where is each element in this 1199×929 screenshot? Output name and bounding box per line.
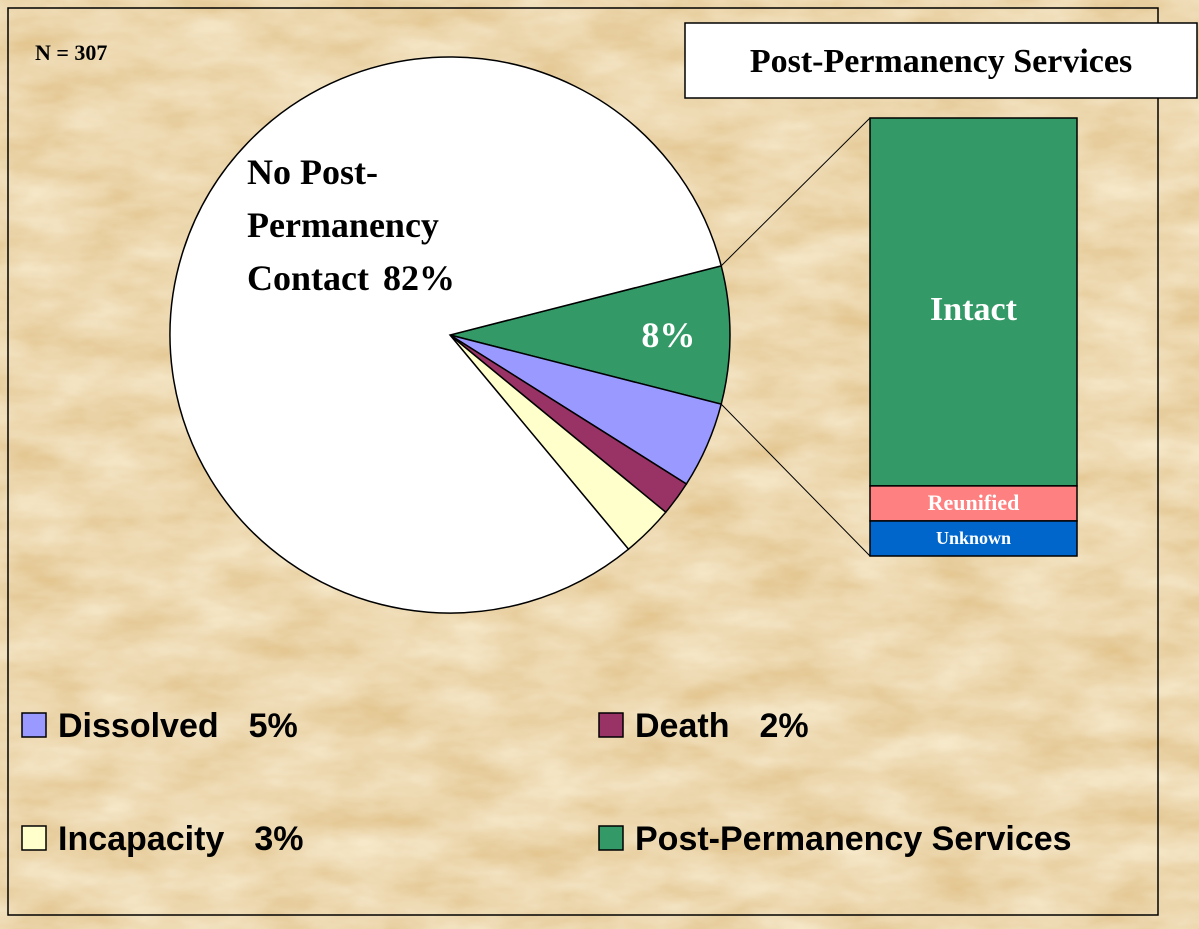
slice-label: Contact 82%	[247, 258, 455, 298]
bar-segment	[869, 520, 1078, 557]
frame	[7, 7, 1159, 916]
slice-label-line: Contact	[247, 258, 369, 298]
legend-name: Post-Permanency Services	[635, 820, 1072, 858]
slice-label-line: Permanency	[247, 205, 439, 245]
slice-label-line: No Post-	[247, 152, 378, 192]
bar-title: Post-Permanency Services	[750, 43, 1132, 80]
legend-label: Post-Permanency Services	[635, 820, 1072, 858]
note: N = 307	[35, 40, 107, 65]
legend-name: Dissolved	[58, 707, 219, 745]
bar-segment-label: Unknown	[936, 528, 1011, 548]
legend-value: 2%	[759, 707, 808, 745]
legend-swatch	[21, 825, 47, 851]
slice-label: No Post-	[247, 152, 378, 192]
legend-value: 3%	[254, 820, 303, 858]
legend-name: Incapacity	[58, 820, 224, 858]
bar-segment	[869, 117, 1078, 487]
legend-name: Death	[635, 707, 729, 745]
legend-label: Incapacity 3%	[58, 820, 303, 858]
slice-label: 8%	[641, 315, 695, 355]
legend-swatch	[598, 825, 624, 851]
connector	[720, 403, 871, 557]
bar-title-box	[684, 22, 1198, 99]
legend-swatch	[21, 712, 47, 738]
legend-value: 5%	[249, 707, 298, 745]
pie-slice	[449, 264, 731, 406]
pie-slice	[169, 56, 723, 614]
legend-label: Dissolved 5%	[58, 707, 298, 745]
bar-segment	[869, 485, 1078, 522]
slice-label: Permanency	[247, 205, 439, 245]
legend-label: Death 2%	[635, 707, 809, 745]
connector	[720, 117, 871, 267]
bar-segment-label: Intact	[930, 291, 1018, 328]
legend-swatch	[598, 712, 624, 738]
plot: 8% No Post- Permanency Contact 82% Intact Reun…	[21, 56, 1078, 858]
slice-value-label: 82%	[383, 258, 455, 298]
bar-segment-label: Reunified	[928, 490, 1020, 515]
